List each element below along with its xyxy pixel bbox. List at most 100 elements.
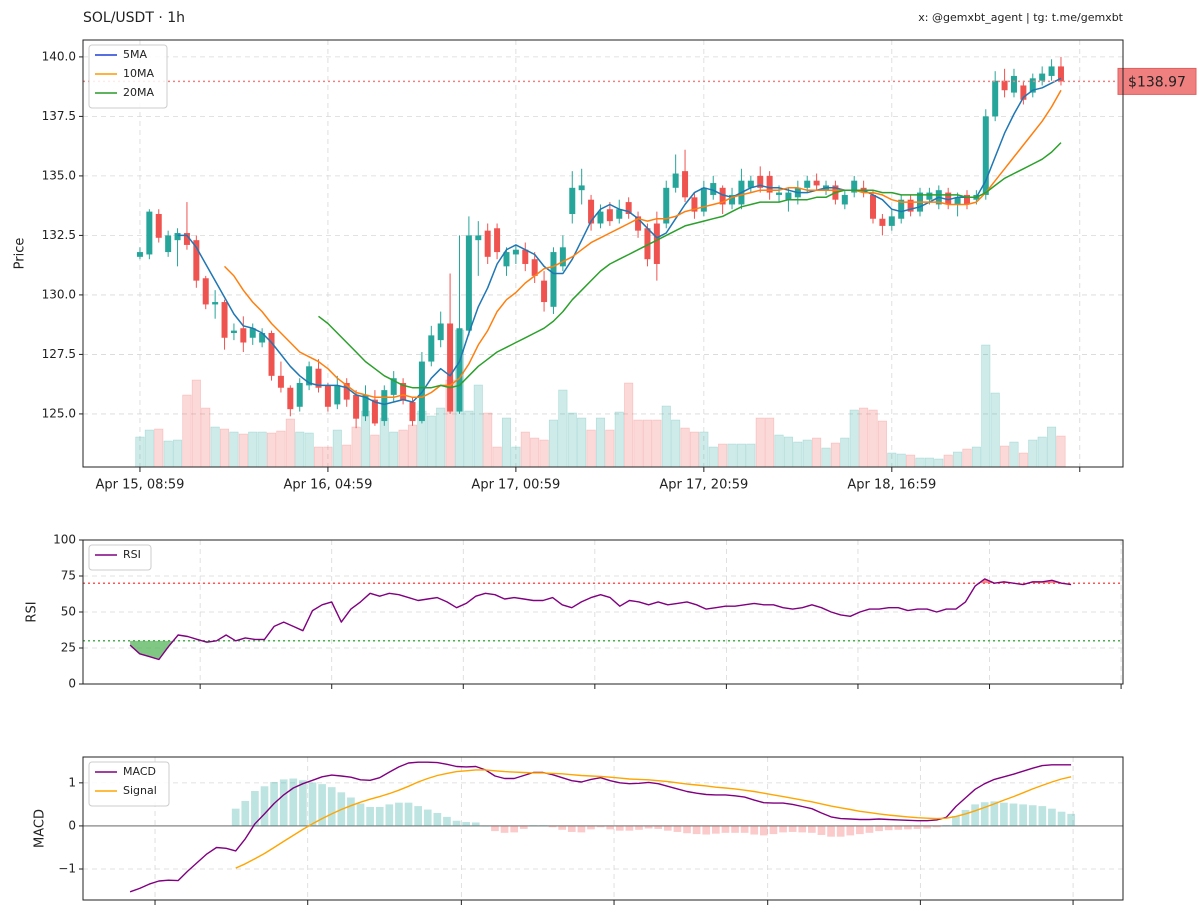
volume-bar — [201, 407, 211, 468]
volume-bar — [943, 454, 953, 468]
candle-body — [362, 394, 369, 417]
volume-bar — [849, 409, 859, 468]
histogram-bar — [241, 800, 250, 826]
histogram-bar — [942, 825, 951, 826]
candle-body — [475, 235, 482, 241]
y-axis-label: RSI — [25, 601, 40, 622]
volume-bar — [342, 444, 352, 468]
candle-body — [484, 230, 491, 257]
y-tick-label: 137.5 — [42, 109, 76, 123]
histogram-bar — [231, 808, 240, 826]
histogram-bar — [884, 825, 893, 831]
histogram-bar — [760, 825, 768, 836]
volume-bar — [971, 446, 981, 468]
histogram-bar — [500, 825, 509, 833]
candle-body — [1020, 85, 1027, 100]
y-tick-label: 132.5 — [42, 228, 76, 242]
volume-bar — [671, 419, 681, 468]
volume-bar — [680, 427, 690, 468]
volume-bar — [708, 446, 718, 468]
histogram-bar — [433, 812, 442, 826]
volume-bar — [633, 419, 643, 468]
candle-body — [1029, 78, 1036, 93]
histogram-bar — [856, 825, 864, 835]
volume-bar — [887, 452, 897, 468]
candle-body — [804, 180, 811, 188]
histogram-bar — [279, 779, 288, 826]
histogram-bar — [913, 825, 922, 829]
candle-body — [277, 375, 284, 388]
candle-body — [494, 228, 501, 253]
candle-body — [409, 402, 416, 422]
histogram-bar — [865, 825, 874, 833]
candle-body — [1048, 66, 1055, 76]
histogram-bar — [289, 778, 298, 826]
histogram-bar — [443, 816, 451, 826]
histogram-bar — [1028, 805, 1037, 826]
volume-bar — [332, 429, 342, 468]
candle-body — [559, 247, 566, 267]
volume-bar — [229, 431, 239, 468]
volume-bar — [990, 392, 1000, 468]
candle-body — [541, 280, 548, 303]
histogram-bar — [808, 825, 816, 833]
histogram-bar — [519, 825, 528, 829]
histogram-bar — [980, 802, 989, 826]
legend-label: 20MA — [123, 86, 154, 99]
volume-bar — [1047, 426, 1057, 468]
histogram-bar — [404, 802, 413, 826]
candle-body — [193, 240, 200, 281]
volume-bar — [163, 440, 173, 468]
volume-bar — [276, 430, 286, 468]
volume-bar — [765, 417, 775, 468]
candle-body — [287, 387, 294, 410]
candle-body — [888, 216, 895, 226]
candle-body — [249, 328, 256, 338]
volume-bar — [689, 431, 699, 468]
candle-body — [183, 233, 190, 245]
volume-bar — [642, 419, 652, 468]
volume-bar — [501, 417, 512, 468]
candle-body — [719, 187, 726, 205]
volume-bar — [558, 389, 568, 468]
overbought-fill — [978, 578, 1062, 584]
volume-bar — [1000, 445, 1010, 468]
y-tick-label: 25 — [61, 641, 76, 655]
chart-subtitle: x: @gemxbt_agent | tg: t.me/gemxbt — [918, 11, 1123, 24]
volume-bar — [520, 431, 530, 468]
series-line — [223, 89, 1062, 399]
candle-body — [212, 302, 219, 305]
candle-body — [663, 187, 670, 224]
candle-body — [259, 332, 266, 343]
histogram-bar — [615, 825, 624, 831]
histogram-bar — [299, 780, 307, 826]
histogram-bar — [740, 825, 749, 833]
current-price-box — [1117, 67, 1197, 95]
volume-bar — [182, 394, 192, 468]
candle-body — [841, 194, 848, 205]
histogram-bar — [1067, 813, 1075, 826]
candle-body — [230, 330, 237, 333]
histogram-bar — [625, 825, 634, 831]
volume-bar — [915, 457, 925, 468]
candle-body — [428, 335, 435, 362]
candle-body — [710, 183, 717, 195]
histogram-bar — [711, 825, 720, 834]
volume-bar — [774, 434, 784, 468]
volume-bar — [953, 451, 963, 468]
candle-body — [315, 368, 322, 388]
candle-body — [531, 259, 538, 276]
candle-body — [306, 366, 313, 386]
histogram-bar — [471, 822, 480, 826]
x-tick-label: Apr 15, 08:59 — [95, 478, 184, 493]
candle-body — [456, 328, 463, 412]
candle-body — [813, 180, 820, 186]
volume-bar — [605, 429, 615, 468]
volume-bar — [624, 382, 634, 468]
volume-bar — [1056, 435, 1066, 468]
legend-box — [88, 761, 170, 807]
candle-body — [503, 252, 510, 267]
candle-body — [522, 249, 529, 264]
histogram-bar — [721, 825, 730, 833]
volume-bar — [173, 439, 183, 468]
